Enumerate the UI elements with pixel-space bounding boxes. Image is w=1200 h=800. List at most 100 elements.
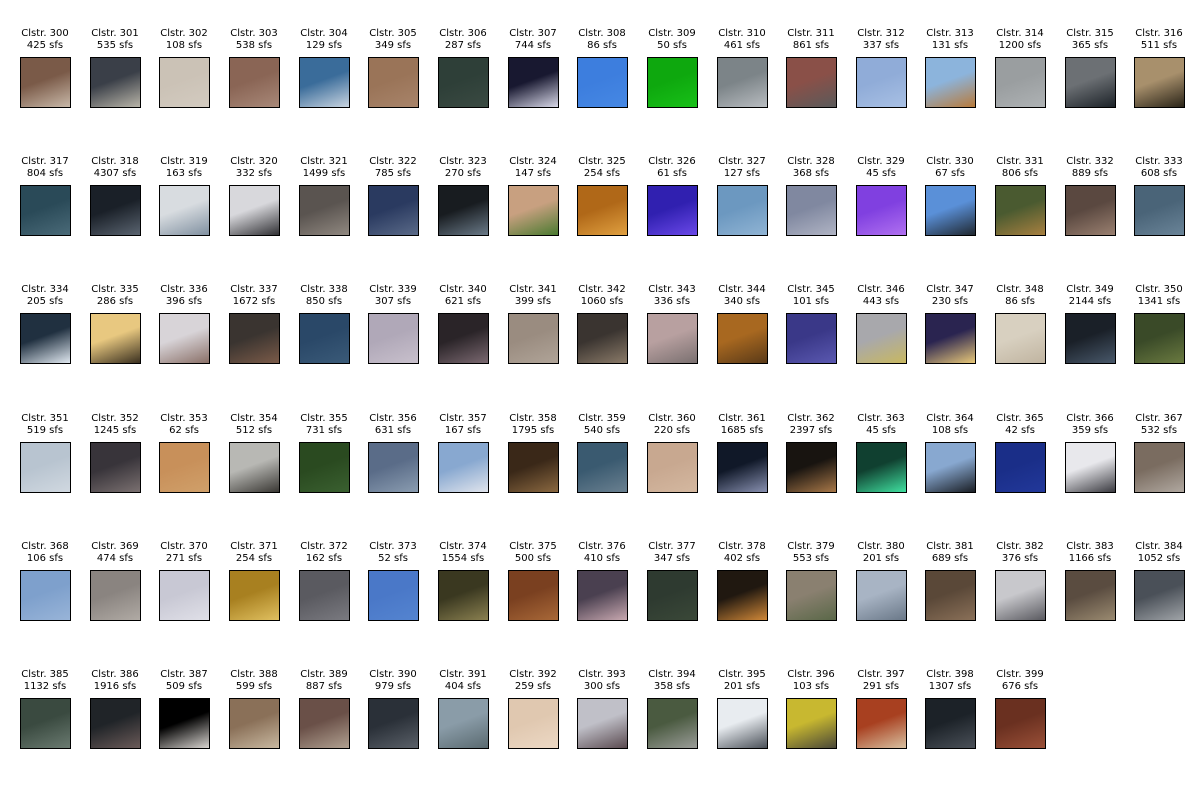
cluster-thumbnail — [229, 442, 280, 493]
cluster-cell: Clstr. 370 271 sfs — [149, 541, 219, 631]
cluster-caption: Clstr. 395 201 sfs — [707, 669, 777, 693]
cluster-thumbnail — [368, 442, 419, 493]
cluster-thumbnail — [20, 698, 71, 749]
cluster-thumbnail — [438, 570, 489, 621]
cluster-label: Clstr. 302 — [160, 28, 208, 39]
cluster-cell: Clstr. 387 509 sfs — [149, 669, 219, 759]
cluster-cell: Clstr. 314 1200 sfs — [985, 28, 1055, 118]
cluster-count: 404 sfs — [444, 681, 482, 692]
cluster-caption: Clstr. 379 553 sfs — [776, 541, 846, 565]
cluster-thumbnail — [508, 570, 559, 621]
cluster-count: 340 sfs — [723, 296, 761, 307]
cluster-thumbnail — [20, 570, 71, 621]
cluster-caption: Clstr. 392 259 sfs — [498, 669, 568, 693]
cluster-label: Clstr. 346 — [857, 284, 905, 295]
cluster-cell: Clstr. 305 349 sfs — [358, 28, 428, 118]
cluster-caption: Clstr. 389 887 sfs — [289, 669, 359, 693]
cluster-thumbnail — [368, 570, 419, 621]
cluster-thumbnail — [647, 313, 698, 364]
cluster-thumbnail — [299, 698, 350, 749]
cluster-label: Clstr. 352 — [91, 413, 139, 424]
cluster-cell: Clstr. 384 1052 sfs — [1124, 541, 1194, 631]
cluster-cell: Clstr. 360 220 sfs — [637, 413, 707, 503]
cluster-caption: Clstr. 386 1916 sfs — [80, 669, 150, 693]
cluster-cell: Clstr. 307 744 sfs — [498, 28, 568, 118]
cluster-count: 287 sfs — [444, 40, 482, 51]
cluster-label: Clstr. 316 — [1135, 28, 1183, 39]
cluster-count: 103 sfs — [792, 681, 830, 692]
cluster-cell: Clstr. 354 512 sfs — [219, 413, 289, 503]
cluster-caption: Clstr. 345 101 sfs — [776, 284, 846, 308]
cluster-label: Clstr. 342 — [578, 284, 626, 295]
cluster-thumbnail — [229, 570, 280, 621]
cluster-cell: Clstr. 340 621 sfs — [428, 284, 498, 374]
cluster-caption: Clstr. 346 443 sfs — [846, 284, 916, 308]
cluster-count: 270 sfs — [444, 168, 482, 179]
cluster-thumbnail — [229, 313, 280, 364]
cluster-count: 511 sfs — [1140, 40, 1178, 51]
cluster-count: 1795 sfs — [511, 425, 555, 436]
cluster-count: 337 sfs — [862, 40, 900, 51]
cluster-label: Clstr. 399 — [996, 669, 1044, 680]
cluster-count: 850 sfs — [305, 296, 343, 307]
cluster-label: Clstr. 386 — [91, 669, 139, 680]
cluster-count: 785 sfs — [374, 168, 412, 179]
cluster-caption: Clstr. 367 532 sfs — [1124, 413, 1194, 437]
cluster-label: Clstr. 312 — [857, 28, 905, 39]
cluster-caption: Clstr. 336 396 sfs — [149, 284, 219, 308]
cluster-count: 538 sfs — [235, 40, 273, 51]
cluster-caption: Clstr. 390 979 sfs — [358, 669, 428, 693]
cluster-count: 410 sfs — [583, 553, 621, 564]
cluster-count: 291 sfs — [862, 681, 900, 692]
cluster-caption: Clstr. 305 349 sfs — [358, 28, 428, 52]
cluster-cell: Clstr. 386 1916 sfs — [80, 669, 150, 759]
cluster-thumbnail — [925, 698, 976, 749]
cluster-caption: Clstr. 369 474 sfs — [80, 541, 150, 565]
cluster-label: Clstr. 382 — [996, 541, 1044, 552]
cluster-caption: Clstr. 322 785 sfs — [358, 156, 428, 180]
cluster-count: 399 sfs — [514, 296, 552, 307]
cluster-count: 532 sfs — [1140, 425, 1178, 436]
cluster-count: 106 sfs — [26, 553, 64, 564]
cluster-label: Clstr. 396 — [787, 669, 835, 680]
cluster-cell: Clstr. 357 167 sfs — [428, 413, 498, 503]
cluster-caption: Clstr. 356 631 sfs — [358, 413, 428, 437]
cluster-count: 365 sfs — [1071, 40, 1109, 51]
cluster-thumbnail — [1134, 570, 1185, 621]
cluster-count: 4307 sfs — [93, 168, 137, 179]
cluster-count: 62 sfs — [169, 425, 199, 436]
cluster-caption: Clstr. 383 1166 sfs — [1055, 541, 1125, 565]
cluster-thumbnail — [717, 698, 768, 749]
cluster-caption: Clstr. 357 167 sfs — [428, 413, 498, 437]
cluster-cell: Clstr. 391 404 sfs — [428, 669, 498, 759]
cluster-caption: Clstr. 313 131 sfs — [915, 28, 985, 52]
cluster-cell: Clstr. 356 631 sfs — [358, 413, 428, 503]
cluster-caption: Clstr. 304 129 sfs — [289, 28, 359, 52]
cluster-count: 230 sfs — [931, 296, 969, 307]
cluster-caption: Clstr. 323 270 sfs — [428, 156, 498, 180]
cluster-label: Clstr. 368 — [21, 541, 69, 552]
cluster-thumbnail — [995, 570, 1046, 621]
cluster-caption: Clstr. 387 509 sfs — [149, 669, 219, 693]
cluster-label: Clstr. 328 — [787, 156, 835, 167]
cluster-count: 42 sfs — [1005, 425, 1035, 436]
cluster-thumbnail — [438, 698, 489, 749]
cluster-cell: Clstr. 341 399 sfs — [498, 284, 568, 374]
cluster-caption: Clstr. 314 1200 sfs — [985, 28, 1055, 52]
cluster-thumbnail — [647, 57, 698, 108]
cluster-cell: Clstr. 325 254 sfs — [567, 156, 637, 246]
cluster-cell: Clstr. 363 45 sfs — [846, 413, 916, 503]
cluster-thumbnail — [20, 57, 71, 108]
cluster-count: 201 sfs — [862, 553, 900, 564]
cluster-count: 608 sfs — [1140, 168, 1178, 179]
cluster-caption: Clstr. 377 347 sfs — [637, 541, 707, 565]
cluster-cell: Clstr. 352 1245 sfs — [80, 413, 150, 503]
cluster-cell: Clstr. 300 425 sfs — [10, 28, 80, 118]
cluster-count: 621 sfs — [444, 296, 482, 307]
cluster-thumbnail — [717, 57, 768, 108]
cluster-caption: Clstr. 349 2144 sfs — [1055, 284, 1125, 308]
cluster-caption: Clstr. 341 399 sfs — [498, 284, 568, 308]
cluster-caption: Clstr. 358 1795 sfs — [498, 413, 568, 437]
cluster-cell: Clstr. 344 340 sfs — [707, 284, 777, 374]
